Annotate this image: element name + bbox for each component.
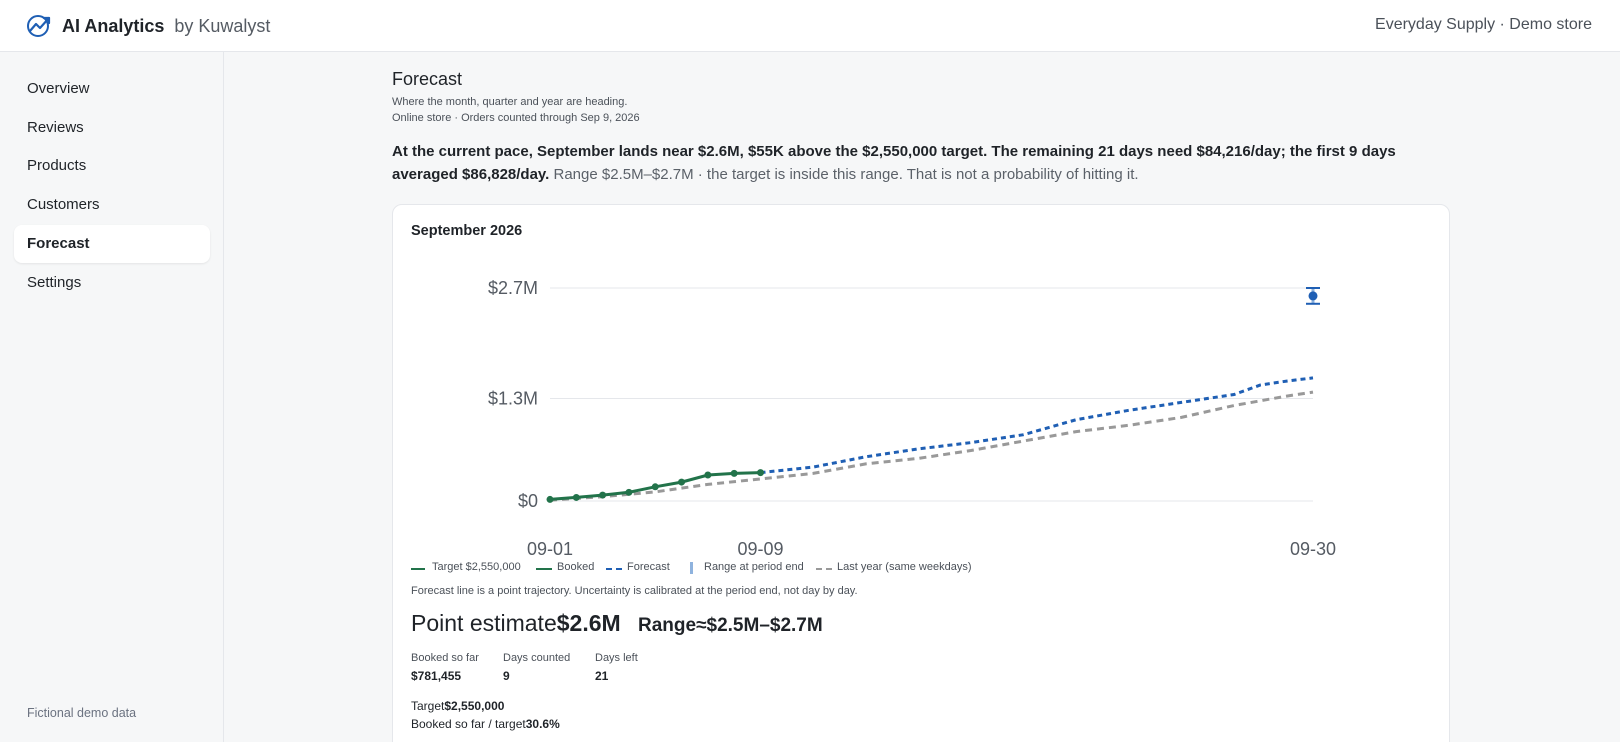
point-estimate: Point estimate$2.6M (411, 610, 621, 637)
stat-days-counted-label: Days counted (503, 652, 571, 664)
x-tick-label: 09-30 (1290, 539, 1336, 559)
top-bar: AI Analytics by Kuwalyst Everyday Supply… (0, 0, 1620, 52)
y-tick-label: $1.3M (488, 388, 538, 408)
legend-range-swatch (690, 562, 693, 574)
ratio-label: Booked so far / target (411, 717, 526, 731)
range-label: Range (638, 615, 697, 636)
forecast-note: Forecast line is a point trajectory. Unc… (411, 585, 858, 597)
range-value: ≈$2.5M–$2.7M (696, 615, 823, 636)
legend-last-year: Last year (same weekdays) (837, 561, 972, 573)
legend-target: Target $2,550,000 (432, 561, 521, 573)
x-tick-label: 09-09 (737, 539, 783, 559)
sidebar-item-products[interactable]: Products (27, 157, 87, 174)
card-title: September 2026 (411, 223, 523, 239)
last-year-line (549, 390, 1314, 502)
sidebar: Overview Reviews Products Customers Fore… (0, 52, 224, 742)
booked-point (730, 469, 738, 477)
stat-booked-label: Booked so far (411, 652, 479, 664)
main-content: Forecast Where the month, quarter and ye… (225, 52, 1620, 742)
forecast-card: September 2026 $0 $1.3M $2.7M 09-01 09-09 09-… (392, 204, 1450, 742)
y-tick-label: $2.7M (488, 278, 538, 298)
booked-point (651, 483, 659, 491)
target-label: Target (411, 699, 445, 713)
ratio-row: Booked so far / target30.6% (411, 717, 560, 731)
stat-days-counted: Days counted 9 (503, 652, 570, 683)
store-selector[interactable]: Everyday Supply · Demo store (1375, 16, 1592, 33)
summary-range-note: Range $2.5M–$2.7M · the target is inside… (549, 165, 1139, 183)
sidebar-item-customers[interactable]: Customers (27, 196, 100, 213)
stat-days-left-value: 21 (595, 669, 609, 683)
booked-point (546, 495, 554, 503)
booked-point (599, 491, 607, 499)
target-row: Target$2,550,000 (411, 699, 504, 713)
x-tick-label: 09-01 (527, 539, 573, 559)
legend-forecast-swatch (606, 568, 622, 570)
forecast-chart: $0 $1.3M $2.7M 09-01 09-09 09-30 (488, 278, 1336, 559)
ratio-value: 30.6% (525, 717, 560, 731)
legend-booked: Booked (557, 561, 595, 573)
analytics-logo-icon (27, 15, 51, 37)
range-estimate: Range≈$2.5M–$2.7M (638, 615, 823, 637)
page-meta: Online store · Orders counted through Se… (392, 112, 640, 124)
stat-booked-value: $781,455 (411, 669, 462, 683)
sidebar-item-reviews[interactable]: Reviews (27, 119, 84, 136)
summary-headline: At the current pace, September lands nea… (392, 143, 1396, 160)
booked-point (625, 488, 633, 496)
stat-booked: Booked so far $781,455 (411, 652, 479, 683)
stat-days-left-label: Days left (595, 652, 638, 664)
booked-point (704, 471, 712, 479)
legend-range: Range at period end (704, 561, 804, 573)
target-value: $2,550,000 (444, 699, 505, 713)
legend-target-swatch (411, 568, 425, 570)
sidebar-item-settings[interactable]: Settings (27, 274, 82, 291)
point-estimate-label: Point estimate (411, 610, 557, 636)
app-title: AI Analytics (62, 15, 165, 36)
page-title: Forecast (392, 69, 463, 89)
forecast-line (760, 376, 1314, 475)
booked-point (756, 469, 764, 477)
forecast-summary: At the current pace, September lands nea… (392, 141, 1442, 186)
booked-point (678, 478, 686, 486)
stat-days-counted-value: 9 (503, 669, 510, 683)
legend-booked-swatch (536, 568, 552, 570)
sidebar-item-forecast[interactable]: Forecast (14, 225, 210, 263)
point-estimate-value: $2.6M (556, 610, 621, 636)
legend-forecast: Forecast (627, 561, 670, 573)
y-tick-label: $0 (518, 491, 538, 511)
sidebar-item-overview[interactable]: Overview (27, 80, 90, 97)
demo-data-note: Fictional demo data (27, 706, 137, 720)
stat-days-left: Days left 21 (595, 652, 638, 683)
legend-last-year-swatch (816, 568, 832, 570)
point-estimate-marker (1308, 291, 1318, 301)
summary-headline-cont: averaged $86,828/day. (392, 165, 550, 183)
brand[interactable]: AI Analytics by Kuwalyst (26, 13, 270, 39)
page-subtitle: Where the month, quarter and year are he… (392, 96, 628, 108)
booked-point (572, 493, 580, 501)
app-byline: by Kuwalyst (174, 15, 271, 36)
